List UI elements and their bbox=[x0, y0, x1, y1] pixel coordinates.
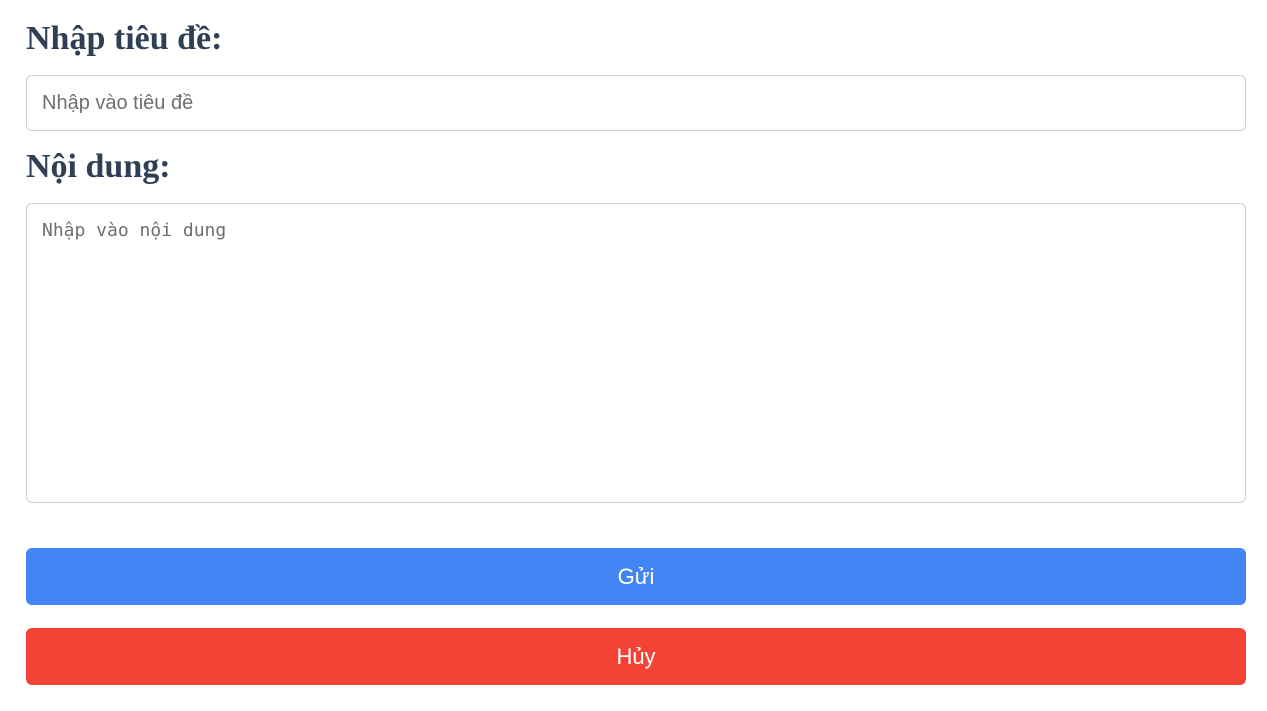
content-label: Nội dung: bbox=[26, 148, 171, 185]
content-textarea[interactable] bbox=[26, 203, 1246, 503]
cancel-button[interactable]: Hủy bbox=[26, 628, 1246, 685]
title-label: Nhập tiêu đề: bbox=[26, 20, 223, 57]
submit-button[interactable]: Gửi bbox=[26, 548, 1246, 605]
title-input[interactable] bbox=[26, 75, 1246, 131]
